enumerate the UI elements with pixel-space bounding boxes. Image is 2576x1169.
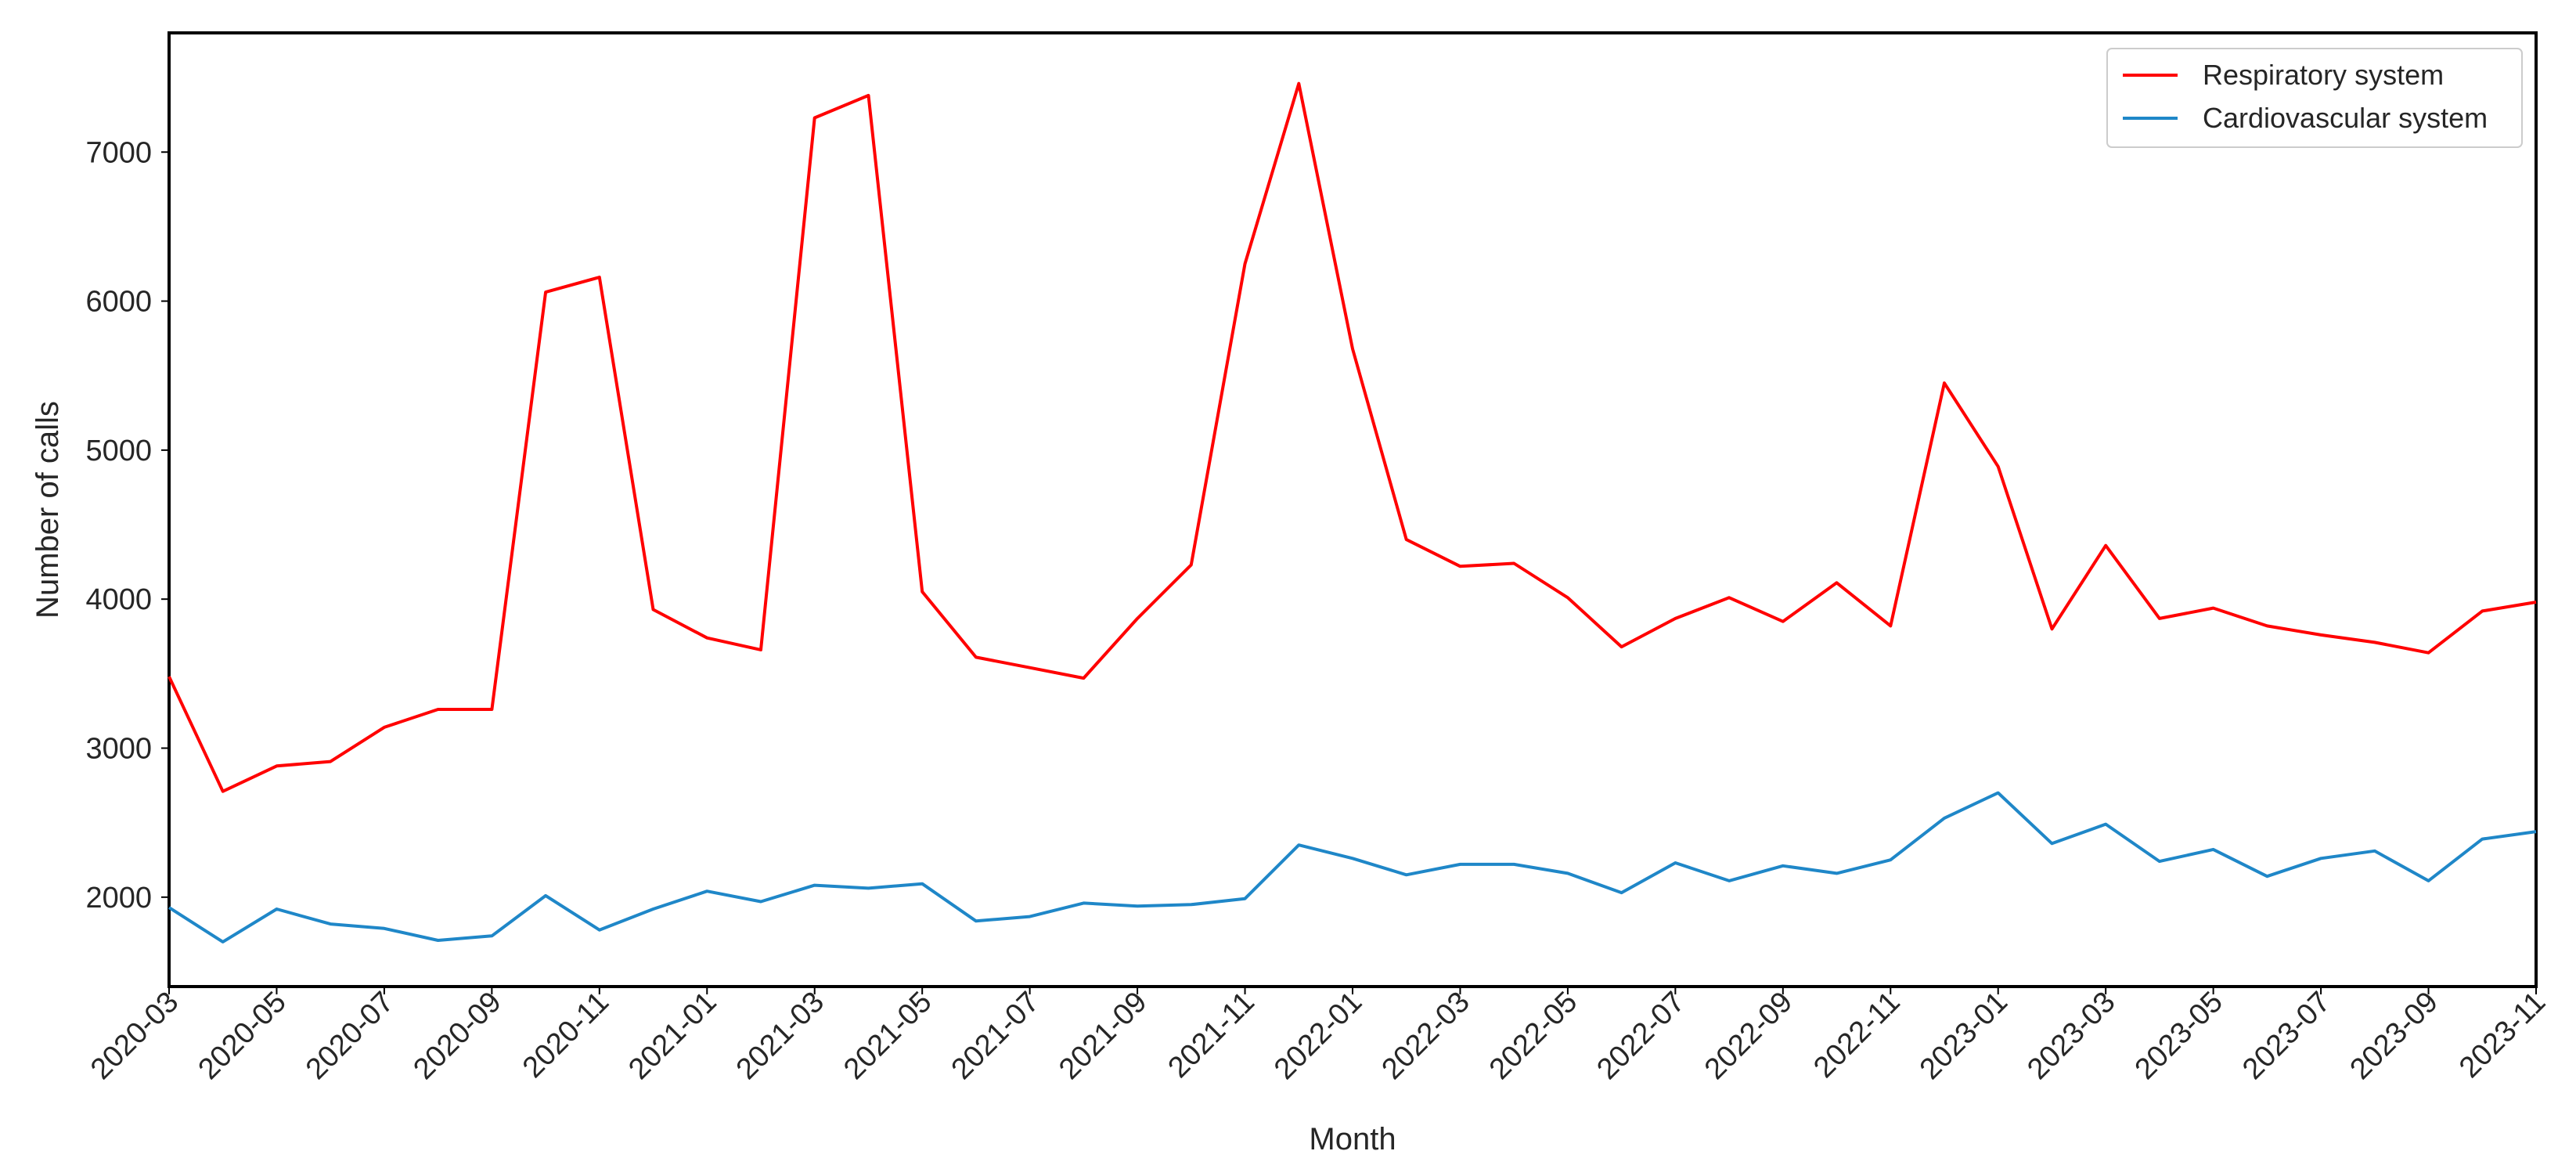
x-axis-ticks: 2020-03 2020-05 2020-07 2020-09 2020-11 2021-…: [85, 986, 2552, 1086]
x-tick-label: 2022-09: [1699, 986, 1799, 1086]
series-lines: [168, 81, 2537, 943]
x-tick-label: 2021-11: [1162, 986, 1261, 1084]
x-tick-label: 2020-05: [193, 986, 293, 1086]
x-tick-label: 2020-11: [517, 986, 615, 1084]
legend-box: [2106, 48, 2523, 148]
x-tick-label: 2020-07: [300, 986, 400, 1086]
x-tick-label: 2023-11: [2453, 986, 2552, 1084]
x-tick-label: 2021-05: [838, 986, 938, 1086]
x-tick-label: 2023-09: [2344, 986, 2444, 1086]
legend-label-cardiovascular: Cardiovascular system: [2203, 102, 2488, 134]
y-tick-label: 5000: [85, 435, 152, 467]
x-axis-label: Month: [1309, 1122, 1396, 1156]
y-tick-label: 3000: [85, 733, 152, 766]
x-tick-label: 2020-09: [407, 986, 507, 1086]
x-tick-label: 2023-03: [2021, 986, 2121, 1086]
x-tick-label: 2021-09: [1053, 986, 1153, 1086]
x-tick-label: 2023-05: [2129, 986, 2229, 1086]
series-line-cardiovascular: [168, 791, 2537, 943]
y-axis-label: Number of calls: [31, 401, 65, 619]
x-tick-label: 2021-07: [946, 986, 1046, 1086]
x-tick-label: 2022-05: [1483, 986, 1583, 1086]
x-tick-label: 2022-01: [1268, 986, 1368, 1086]
plot-area: [168, 31, 2538, 988]
x-tick-label: 2020-03: [85, 986, 185, 1086]
y-tick-label: 2000: [85, 882, 152, 915]
x-tick-label: 2022-07: [1591, 986, 1691, 1086]
y-tick-label: 4000: [85, 583, 152, 616]
x-tick-label: 2021-01: [622, 986, 722, 1086]
x-tick-label: 2023-07: [2236, 986, 2336, 1086]
series-line-respiratory: [168, 81, 2537, 793]
legend-label-respiratory: Respiratory system: [2203, 59, 2444, 91]
y-axis-ticks: 2000 3000 4000 5000 6000 7000: [85, 136, 169, 915]
y-tick-label: 7000: [85, 136, 152, 169]
x-tick-label: 2022-03: [1376, 986, 1476, 1086]
x-tick-label: 2021-03: [730, 986, 830, 1086]
x-tick-label: 2022-11: [1807, 986, 1906, 1084]
legend: Respiratory system Cardiovascular system: [2106, 48, 2523, 148]
y-tick-label: 6000: [85, 286, 152, 319]
x-tick-label: 2023-01: [1914, 986, 2014, 1086]
